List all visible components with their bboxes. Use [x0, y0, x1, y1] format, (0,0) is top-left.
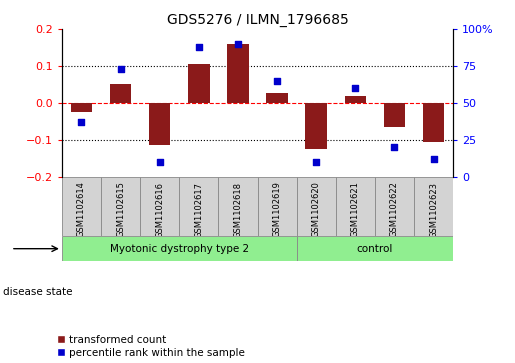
Text: GSM1102623: GSM1102623: [429, 182, 438, 238]
Bar: [305, 103, 327, 149]
Bar: [188, 64, 210, 103]
Bar: [110, 85, 131, 103]
Text: GSM1102618: GSM1102618: [233, 182, 243, 238]
Point: [116, 66, 125, 72]
Title: GDS5276 / ILMN_1796685: GDS5276 / ILMN_1796685: [167, 13, 348, 26]
Bar: [384, 103, 405, 127]
Bar: [227, 44, 249, 103]
Text: GSM1102620: GSM1102620: [312, 182, 321, 237]
Text: GSM1102615: GSM1102615: [116, 182, 125, 237]
Bar: [71, 103, 92, 112]
Point: [234, 41, 242, 47]
Text: control: control: [357, 244, 393, 254]
FancyBboxPatch shape: [101, 177, 140, 236]
Bar: [345, 95, 366, 103]
Point: [273, 78, 281, 84]
Text: GSM1102622: GSM1102622: [390, 182, 399, 237]
Point: [77, 119, 85, 125]
FancyBboxPatch shape: [375, 177, 414, 236]
Point: [156, 159, 164, 165]
Point: [351, 85, 359, 91]
FancyBboxPatch shape: [297, 177, 336, 236]
FancyBboxPatch shape: [179, 177, 218, 236]
FancyBboxPatch shape: [258, 177, 297, 236]
FancyBboxPatch shape: [218, 177, 258, 236]
Bar: [423, 103, 444, 142]
FancyBboxPatch shape: [140, 177, 179, 236]
Text: GSM1102621: GSM1102621: [351, 182, 360, 237]
Text: GSM1102617: GSM1102617: [194, 182, 203, 238]
FancyBboxPatch shape: [297, 236, 453, 261]
Point: [390, 144, 399, 150]
Text: GSM1102614: GSM1102614: [77, 182, 86, 237]
FancyBboxPatch shape: [336, 177, 375, 236]
Legend: transformed count, percentile rank within the sample: transformed count, percentile rank withi…: [57, 335, 245, 358]
Bar: [266, 93, 288, 103]
Text: GSM1102616: GSM1102616: [155, 182, 164, 238]
Text: disease state: disease state: [3, 287, 72, 297]
Point: [430, 156, 438, 162]
FancyBboxPatch shape: [414, 177, 453, 236]
FancyBboxPatch shape: [62, 236, 297, 261]
Point: [195, 44, 203, 50]
Text: Myotonic dystrophy type 2: Myotonic dystrophy type 2: [110, 244, 249, 254]
FancyBboxPatch shape: [62, 177, 101, 236]
Bar: [149, 103, 170, 146]
Text: GSM1102619: GSM1102619: [272, 182, 282, 237]
Point: [312, 159, 320, 165]
